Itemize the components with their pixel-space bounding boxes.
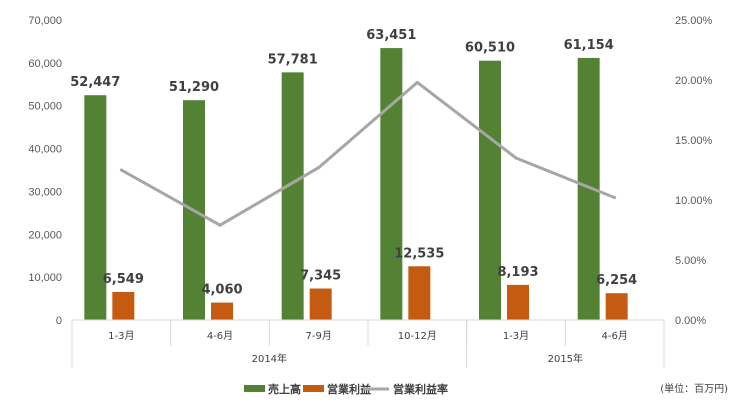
operating-margin-point bbox=[514, 156, 518, 160]
right-tick-label: 20.00% bbox=[675, 75, 713, 87]
operating-profit-bar bbox=[309, 288, 332, 320]
operating-profit-data-label: 6,254 bbox=[596, 273, 637, 288]
sales-data-label: 57,781 bbox=[268, 52, 318, 67]
legend-swatch bbox=[303, 385, 324, 392]
right-tick-label: 15.00% bbox=[675, 135, 713, 147]
operating-margin-point bbox=[119, 168, 123, 172]
left-axis-ticks: 0 10,000 20,000 30,000 40,000 50,000 60,000 70,… bbox=[28, 15, 62, 327]
sales-data-label: 60,510 bbox=[465, 41, 515, 56]
sales-data-label: 52,447 bbox=[70, 75, 120, 90]
operating-margin-line bbox=[120, 80, 616, 227]
legend-swatch bbox=[244, 385, 265, 392]
bars bbox=[84, 48, 628, 321]
left-tick-label: 50,000 bbox=[28, 101, 62, 113]
legend: 売上高 営業利益 営業利益率 bbox=[244, 382, 448, 396]
left-tick-label: 30,000 bbox=[28, 186, 62, 198]
operating-profit-bar bbox=[605, 293, 628, 320]
right-tick-label: 25.00% bbox=[675, 15, 713, 27]
right-tick-label: 10.00% bbox=[675, 195, 713, 207]
operating-margin-point bbox=[218, 223, 222, 227]
category-label: 7-9月 bbox=[305, 330, 331, 342]
operating-profit-bar bbox=[507, 284, 529, 320]
operating-margin-point bbox=[415, 80, 419, 84]
sales-bar bbox=[577, 57, 600, 320]
unit-note: (単位：百万円) bbox=[660, 382, 728, 395]
category-axis: 1-3月 4-6月 7-9月 10-12月 1-3月 4-6月 2014年 2015年 bbox=[71, 319, 665, 368]
group-label: 2015年 bbox=[548, 352, 583, 365]
operating-profit-data-label: 12,535 bbox=[394, 246, 444, 261]
category-label: 1-3月 bbox=[503, 330, 529, 342]
category-label: 4-6月 bbox=[207, 330, 233, 342]
category-label: 10-12月 bbox=[398, 330, 437, 342]
right-tick-label: 5.00% bbox=[675, 255, 706, 267]
category-label: 4-6月 bbox=[601, 330, 627, 342]
right-tick-label: 0.00% bbox=[675, 315, 706, 327]
group-label: 2014年 bbox=[252, 352, 287, 365]
category-label: 1-3月 bbox=[108, 330, 134, 342]
operating-profit-data-label: 8,193 bbox=[497, 265, 538, 280]
legend-label: 営業利益率 bbox=[393, 382, 448, 396]
legend-label: 営業利益 bbox=[327, 382, 371, 396]
sales-bar bbox=[479, 60, 501, 321]
sales-data-label: 51,290 bbox=[169, 80, 219, 95]
operating-profit-bar bbox=[408, 266, 431, 320]
left-tick-label: 60,000 bbox=[28, 58, 62, 70]
operating-margin-point bbox=[613, 196, 617, 200]
operating-profit-data-label: 7,345 bbox=[300, 269, 341, 284]
sales-bar bbox=[84, 95, 107, 320]
left-tick-label: 40,000 bbox=[28, 144, 62, 156]
sales-data-label: 63,451 bbox=[366, 28, 416, 43]
right-axis-ticks: 0.00% 5.00% 10.00% 15.00% 20.00% 25.00% bbox=[675, 15, 713, 327]
sales-bar bbox=[281, 72, 304, 320]
sales-bar bbox=[380, 48, 403, 321]
left-tick-label: 70,000 bbox=[28, 15, 62, 27]
left-tick-label: 0 bbox=[56, 315, 62, 327]
operating-margin-point bbox=[317, 166, 321, 170]
left-tick-label: 10,000 bbox=[28, 272, 62, 284]
bar-labels: 52,447 51,290 57,781 63,451 60,510 61,154 6,54… bbox=[70, 28, 637, 298]
operating-profit-data-label: 6,549 bbox=[103, 272, 144, 287]
operating-profit-bar bbox=[211, 302, 233, 320]
ratio-line bbox=[119, 80, 617, 227]
legend-label: 売上高 bbox=[268, 382, 301, 396]
operating-profit-bar bbox=[112, 291, 135, 320]
left-tick-label: 20,000 bbox=[28, 229, 62, 241]
sales-data-label: 61,154 bbox=[564, 38, 614, 53]
operating-profit-data-label: 4,060 bbox=[201, 283, 242, 298]
